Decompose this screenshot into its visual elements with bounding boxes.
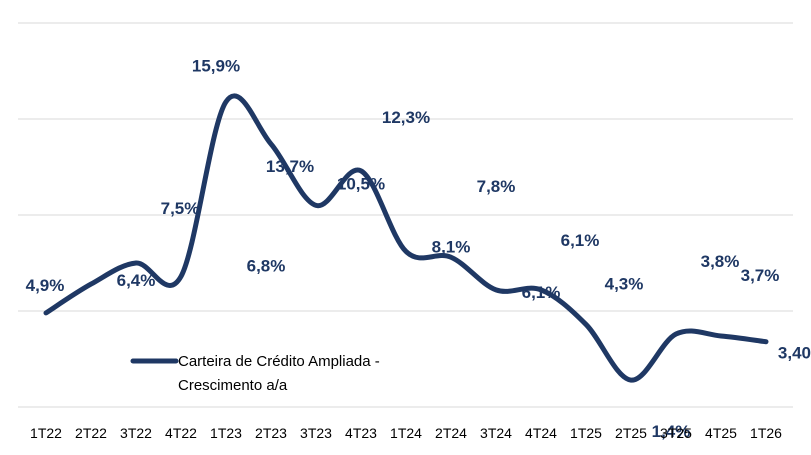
data-label: 7,8% bbox=[477, 177, 516, 196]
x-tick-label: 2T24 bbox=[435, 425, 467, 441]
data-label: 7,5% bbox=[161, 199, 200, 218]
x-tick-label: 3T23 bbox=[300, 425, 332, 441]
x-tick-label: 2T23 bbox=[255, 425, 287, 441]
data-label: 3,8% bbox=[701, 252, 740, 271]
data-label: 13,7% bbox=[266, 157, 314, 176]
x-tick-label: 4T24 bbox=[525, 425, 557, 441]
legend: Carteira de Crédito Ampliada - Crescimen… bbox=[130, 353, 380, 394]
series-line bbox=[43, 93, 769, 383]
legend-label-line-2: Crescimento a/a bbox=[178, 377, 288, 394]
x-tick-label: 4T25 bbox=[705, 425, 737, 441]
data-label: 15,9% bbox=[192, 57, 240, 76]
data-label: 1,4% bbox=[652, 422, 691, 441]
legend-label-line-1: Carteira de Crédito Ampliada - bbox=[178, 353, 380, 370]
data-label: 3,7% bbox=[741, 266, 780, 285]
x-tick-label: 1T23 bbox=[210, 425, 242, 441]
data-labels: 4,9% 6,4% 7,5% 6,8% 15,9% 13,7% 10,5% 12,3% 8,1%… bbox=[26, 57, 811, 441]
x-tick-label: 2T25 bbox=[615, 425, 647, 441]
data-label: 6,1% bbox=[522, 283, 561, 302]
data-label: 10,5% bbox=[337, 174, 385, 193]
gridlines bbox=[18, 22, 793, 408]
x-tick-label: 1T22 bbox=[30, 425, 62, 441]
x-tick-label: 3T25 bbox=[660, 425, 692, 441]
data-label: 6,4% bbox=[117, 271, 156, 290]
x-tick-label: 3T24 bbox=[480, 425, 512, 441]
data-label: 6,1% bbox=[561, 231, 600, 250]
data-label: 4,3% bbox=[605, 274, 644, 293]
data-label: 8,1% bbox=[432, 237, 471, 256]
data-label: 4,9% bbox=[26, 276, 65, 295]
x-tick-label: 3T22 bbox=[120, 425, 152, 441]
x-tick-label: 1T24 bbox=[390, 425, 422, 441]
x-tick-label: 4T22 bbox=[165, 425, 197, 441]
data-label: 3,40% bbox=[778, 344, 811, 363]
data-label: 12,3% bbox=[382, 108, 430, 127]
x-tick-label: 2T22 bbox=[75, 425, 107, 441]
data-label: 6,8% bbox=[247, 256, 286, 275]
x-tick-label: 1T25 bbox=[570, 425, 602, 441]
x-tick-label: 1T26 bbox=[750, 425, 782, 441]
x-tick-label: 4T23 bbox=[345, 425, 377, 441]
x-axis-tick-labels: 1T22 2T22 3T22 4T22 1T23 2T23 3T23 4T23 1T24 2T24… bbox=[30, 425, 782, 441]
